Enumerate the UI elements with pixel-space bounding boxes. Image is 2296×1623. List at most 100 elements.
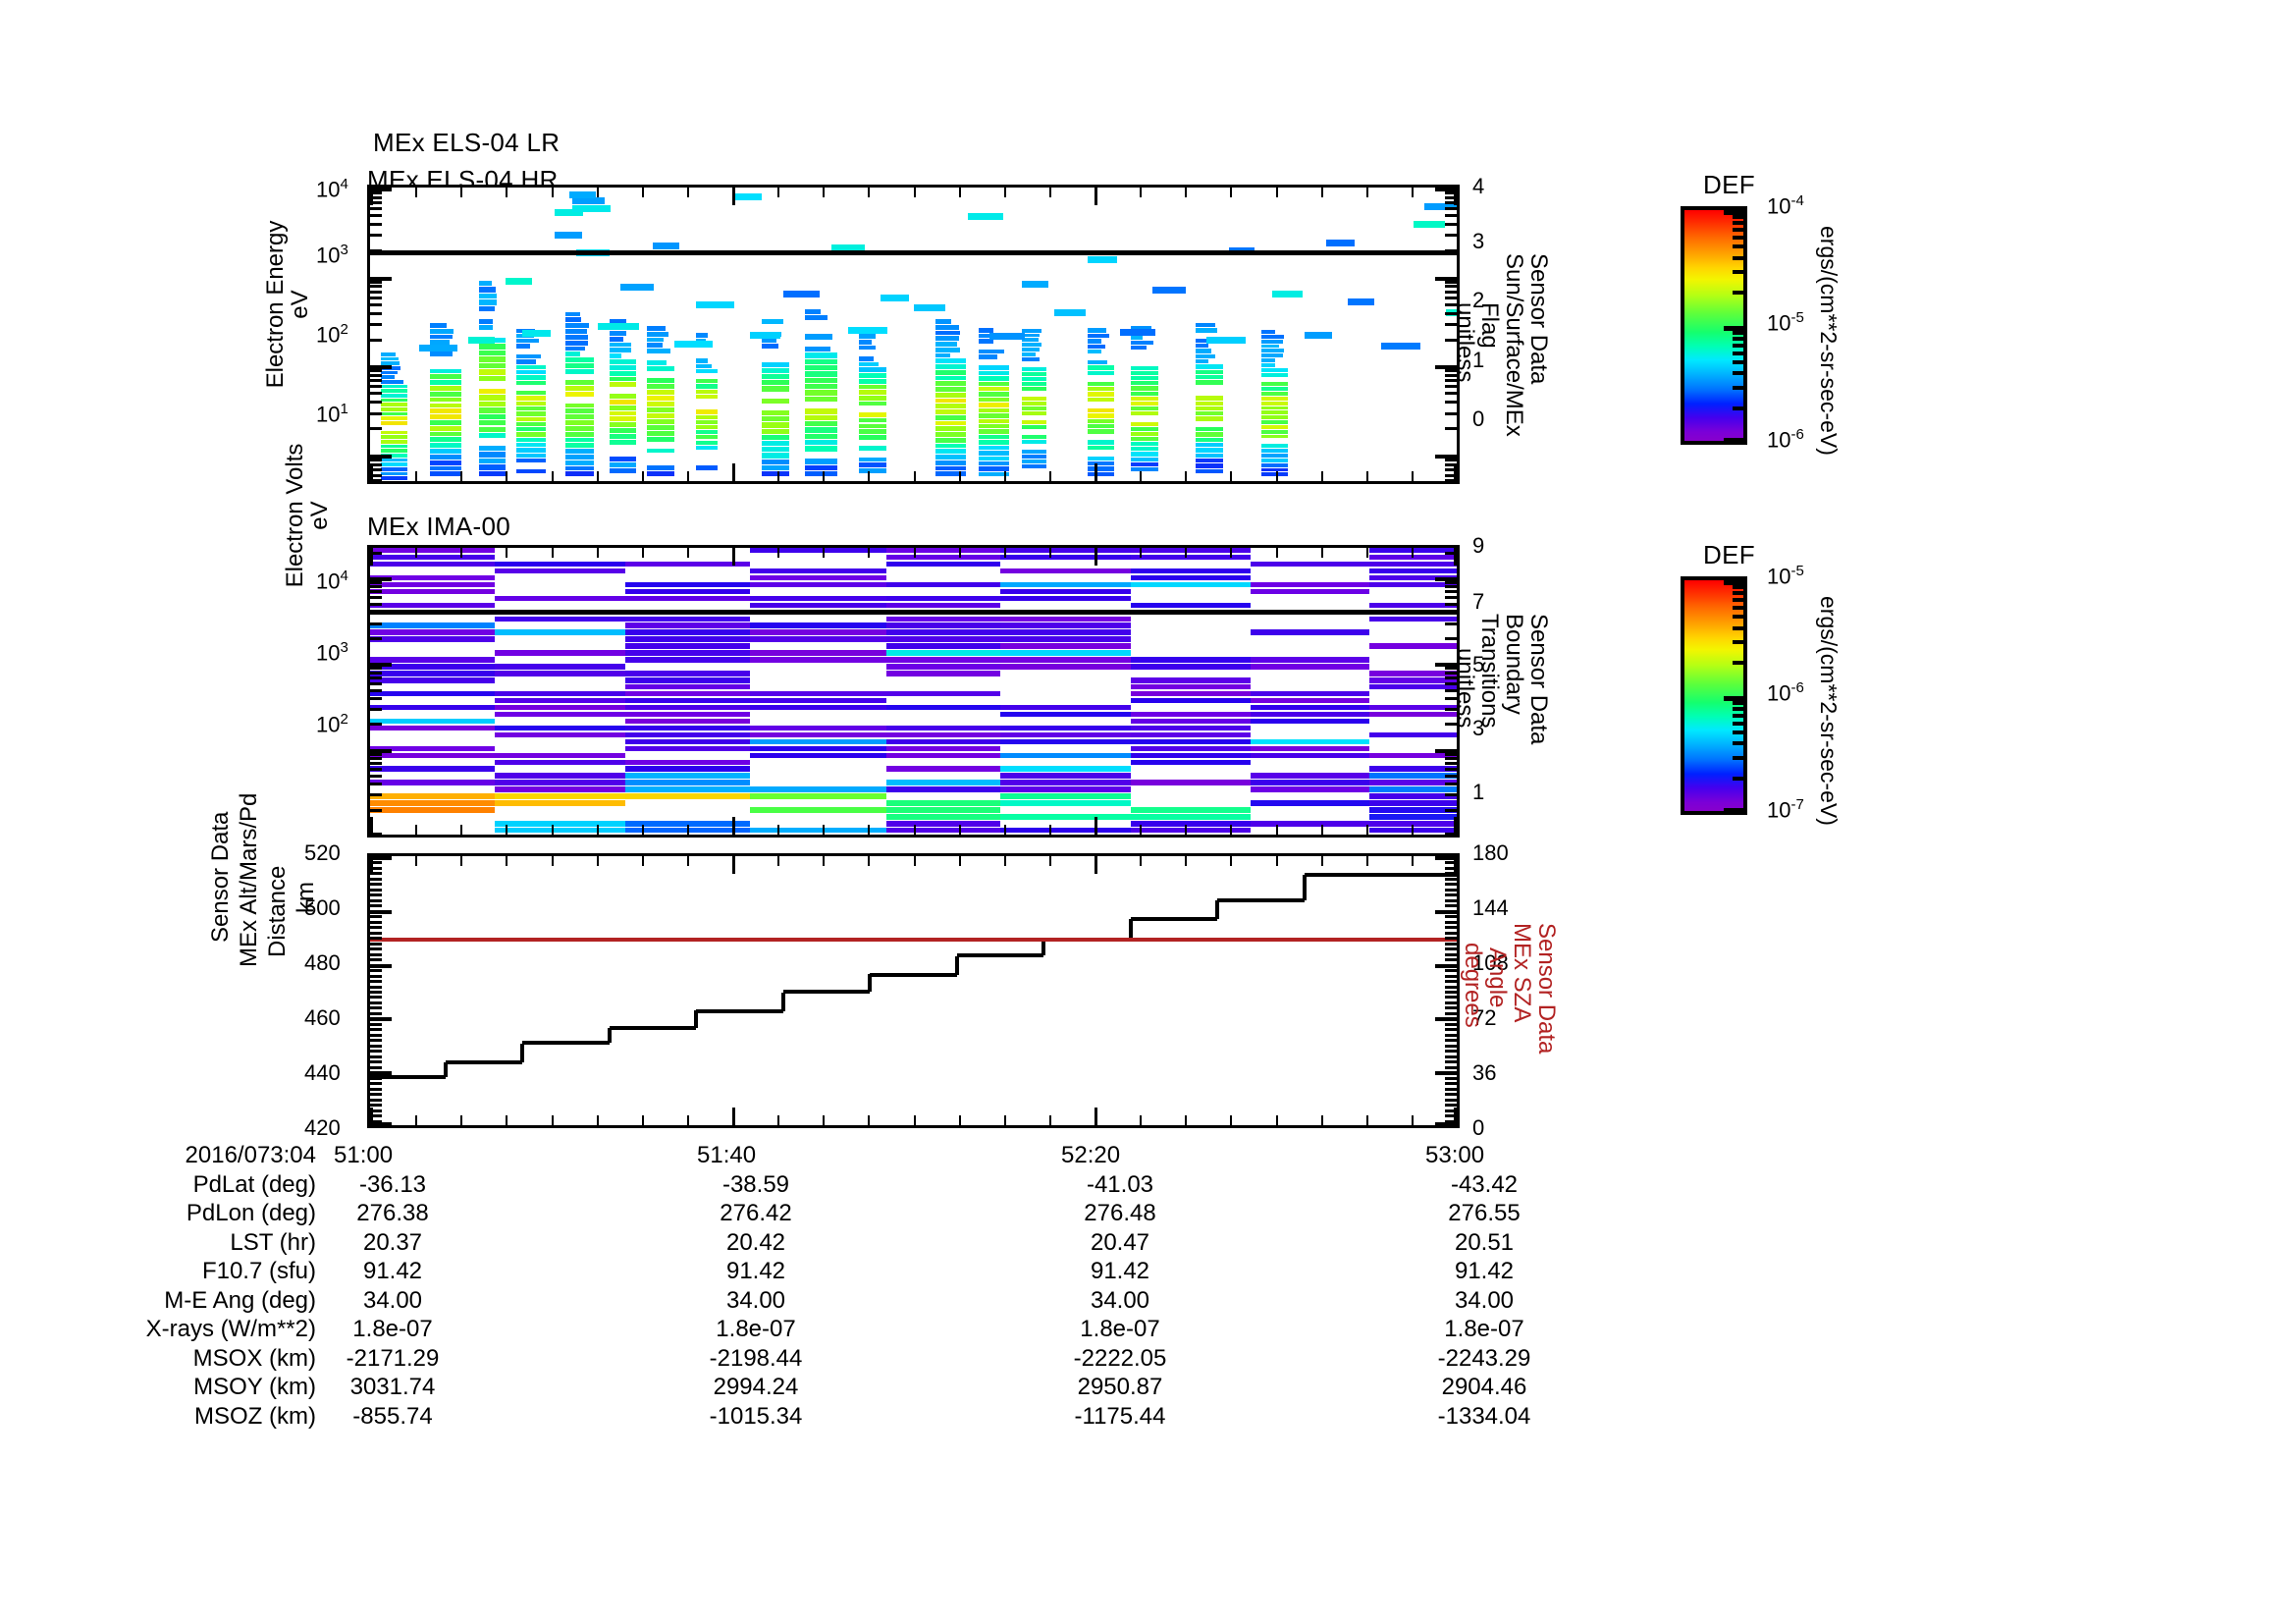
spectrogram-cell [625, 636, 751, 642]
altitude-riser-segment [444, 1061, 449, 1077]
spectrogram-cell [429, 419, 461, 425]
spectrogram-cell [565, 465, 595, 471]
spectrogram-cell [1196, 344, 1208, 349]
y-minor-tick [370, 612, 382, 615]
spectrogram-cell [1130, 452, 1158, 457]
spectrogram-cell [750, 704, 886, 711]
x-major-tick [1454, 548, 1457, 566]
spectrogram-cell [609, 433, 637, 439]
altitude-step-segment [696, 1008, 783, 1013]
panel1-rtick-1: 1 [1472, 348, 1485, 372]
spectrogram-cell [370, 581, 496, 588]
spectrogram-cell [1196, 406, 1223, 411]
spectrogram-cell [761, 471, 790, 477]
spectrogram-cell [1369, 814, 1457, 820]
spectrogram-cell [625, 650, 751, 656]
spectrogram-cell [647, 430, 674, 436]
panel3-rtick-72: 72 [1472, 1005, 1497, 1030]
colorbar-tick [1733, 371, 1743, 376]
altitude-riser-segment [607, 1028, 612, 1044]
spectrogram-cell [750, 731, 886, 738]
spectrogram-cell [516, 401, 547, 406]
spectrogram-cell [1369, 671, 1457, 676]
spectrogram-cell [804, 308, 822, 315]
x-minor-tick [914, 1115, 916, 1125]
x-minor-tick [1321, 1115, 1323, 1125]
y-minor-tick [1445, 637, 1457, 640]
sza-angle-line[interactable] [370, 937, 1457, 942]
spectrogram-cell [652, 243, 680, 250]
y-minor-tick [1445, 277, 1457, 280]
spectrogram-cell [516, 359, 537, 364]
spectrogram-cell [625, 691, 751, 697]
spectrogram-cell [804, 414, 837, 421]
x-minor-tick [1321, 188, 1323, 197]
y-minor-tick [370, 947, 382, 950]
y-minor-tick [370, 867, 382, 870]
spectrogram-cell [1369, 684, 1457, 690]
table-cell: -2171.29 [346, 1344, 440, 1372]
x-minor-tick [1276, 856, 1278, 866]
y-minor-tick [1445, 1006, 1457, 1009]
y-minor-tick [370, 468, 382, 471]
x-minor-tick [687, 471, 689, 481]
spectrogram-cell [516, 427, 547, 432]
altitude-step-segment [956, 953, 1044, 958]
y-minor-tick [370, 577, 382, 580]
x-minor-tick [1412, 856, 1414, 866]
y-minor-tick [370, 201, 382, 204]
spectrogram-cell [1196, 448, 1223, 453]
spectrogram-cell [1022, 440, 1046, 445]
colorbar-tick [1724, 325, 1743, 331]
y-minor-tick [1445, 958, 1457, 961]
spectrogram-cell [1130, 691, 1251, 697]
spectrogram-cell [885, 725, 1001, 731]
spectrogram-cell [1130, 684, 1251, 690]
spectrogram-cell [1000, 636, 1131, 642]
spectrogram-cell [429, 471, 461, 477]
spectrogram-cell [1130, 457, 1158, 461]
spectrogram-cell [761, 434, 790, 441]
spectrogram-cell [1022, 435, 1046, 440]
spectrogram-cell [859, 417, 886, 423]
spectrogram-cell [1087, 471, 1115, 477]
y-minor-tick [370, 861, 382, 864]
spectrogram-cell [609, 370, 637, 376]
spectrogram-cell [934, 455, 966, 460]
spectrogram-cell [647, 396, 674, 401]
spectrogram-cell [1260, 387, 1289, 392]
spectrogram-cell [495, 752, 626, 758]
y-minor-tick [1445, 1050, 1457, 1053]
xtick-1: 51:40 [697, 1142, 757, 1168]
y-minor-tick [1445, 1028, 1457, 1031]
panel1-rtick-3: 3 [1472, 229, 1485, 253]
y-minor-tick [1445, 196, 1457, 199]
spectrogram-cell [429, 449, 461, 454]
spectrogram-cell [1196, 349, 1212, 353]
spectrogram-cell [696, 430, 719, 435]
spectrogram-cell [696, 440, 719, 445]
x-minor-tick [1276, 1115, 1278, 1125]
spectrogram-cell [495, 704, 626, 711]
y-minor-tick [1445, 214, 1457, 217]
spectrogram-cell [495, 759, 626, 765]
spectrogram-cell [885, 548, 1001, 554]
spectrogram-cell [1130, 447, 1158, 452]
spectrogram-cell [478, 413, 507, 420]
panel2-y-right-title-3: Transitions [1476, 614, 1503, 729]
spectrogram-cell [859, 468, 886, 473]
spectrogram-cell [565, 437, 595, 443]
x-minor-tick [1140, 856, 1142, 866]
spectrogram-cell [478, 287, 496, 293]
spectrogram-cell [370, 766, 496, 772]
colorbar-tick [1724, 695, 1743, 701]
spectrogram-cell [934, 369, 966, 375]
spectrogram-cell [516, 437, 547, 443]
spectrogram-cell [1369, 711, 1457, 718]
spectrogram-cell [1196, 437, 1223, 442]
spectrogram-cell [1250, 738, 1370, 745]
spectrogram-cell [1130, 341, 1153, 346]
spectrogram-cell [555, 231, 583, 239]
spectrogram-cell [609, 364, 637, 370]
y-minor-tick [370, 986, 382, 989]
